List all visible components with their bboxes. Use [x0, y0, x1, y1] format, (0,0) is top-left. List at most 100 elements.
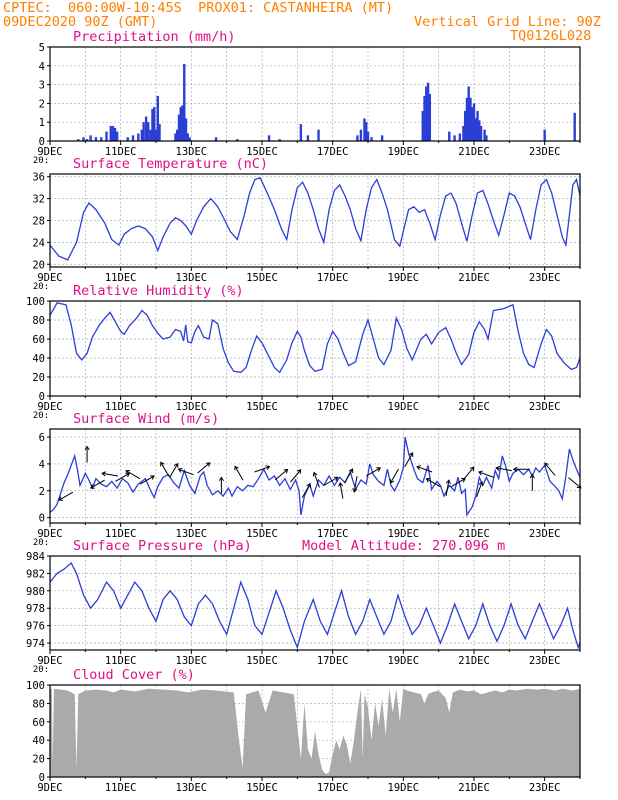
precip-bar	[380, 135, 384, 141]
x-tick-label: 19DEC	[388, 146, 420, 158]
panel-frame	[49, 684, 581, 778]
wind-arrow-head	[478, 481, 484, 486]
precip-bar	[109, 125, 112, 141]
y-tick-label: 32	[32, 194, 45, 206]
wind-arrow	[544, 462, 556, 476]
precip-bar	[359, 129, 363, 141]
y-tick-label: 100	[26, 680, 45, 692]
y-tick-label: 2	[39, 98, 45, 110]
precip-bar	[214, 137, 218, 141]
y-tick-label: 80	[32, 698, 45, 710]
precip-bar	[100, 137, 103, 141]
x-tick-label: 13DEC	[176, 401, 208, 413]
precip-bar	[465, 97, 469, 141]
wind-arrow-head	[445, 479, 451, 485]
x-tick-label: 23DEC	[529, 146, 561, 158]
x-tick-label: 13DEC	[176, 782, 208, 794]
series-line	[49, 436, 581, 517]
x-tick-label: 19DEC	[388, 272, 420, 284]
precip-bar	[153, 107, 156, 141]
precip-bar	[115, 131, 119, 141]
wind-arrow-head	[58, 496, 63, 501]
y-tick-label: 0	[39, 391, 45, 403]
y-tick-label: 0	[39, 513, 45, 525]
y-tick-label: 0	[39, 772, 45, 784]
y-tick-label: 24	[32, 237, 45, 249]
wind-arrow-head	[529, 473, 535, 479]
wind-arrow-head	[234, 465, 239, 471]
panel-3	[47, 300, 581, 400]
panel-1	[47, 46, 581, 145]
wind-arrow	[234, 466, 244, 481]
x-tick-label: 15DEC	[246, 401, 278, 413]
x-tick-label: 17DEC	[317, 528, 349, 540]
y-tick-label: 40	[32, 353, 45, 365]
panel-title: Relative Humidity (%)	[73, 283, 244, 299]
precip-bar	[105, 131, 108, 141]
wind-arrow	[197, 462, 211, 474]
panel-6	[47, 684, 581, 781]
precip-bar	[174, 133, 177, 141]
precip-bar	[356, 135, 359, 141]
x-overlap-label: 20:	[33, 538, 49, 548]
x-tick-label: 17DEC	[317, 401, 349, 413]
panel-5	[47, 555, 581, 654]
wind-arrow-head	[352, 488, 358, 493]
precip-bar	[183, 63, 186, 141]
wind-arrow	[102, 472, 119, 477]
precip-bar	[94, 137, 98, 141]
precip-bar	[137, 133, 140, 141]
wind-arrow-head	[469, 466, 475, 472]
wind-arrow-head	[89, 484, 95, 489]
y-tick-label: 40	[32, 735, 45, 747]
precip-bar	[363, 118, 366, 141]
precip-bar	[366, 131, 370, 141]
wind-arrow-head	[512, 466, 518, 472]
y-tick-label: 100	[26, 296, 45, 308]
precip-bar	[479, 125, 483, 141]
wind-arrow	[344, 468, 353, 484]
wind-arrow-head	[495, 465, 501, 471]
y-tick-label: 20	[32, 372, 45, 384]
precip-bar	[236, 139, 239, 141]
precip-bar	[462, 125, 465, 141]
y-tick-label: 4	[39, 459, 45, 471]
wind-arrow-head	[376, 467, 382, 472]
precip-bar	[126, 137, 129, 141]
precip-bar	[151, 109, 154, 141]
x-tick-label: 9DEC	[37, 272, 62, 284]
cloud-cover-area	[50, 688, 580, 777]
wind-arrow-head	[283, 468, 289, 474]
x-tick-label: 19DEC	[388, 655, 420, 667]
precip-bar	[543, 129, 546, 141]
wind-arrow	[476, 481, 483, 498]
y-tick-label: 980	[26, 586, 45, 598]
x-tick-label: 11DEC	[105, 528, 137, 540]
precip-bar	[458, 133, 462, 141]
x-tick-label: 21DEC	[458, 146, 490, 158]
y-tick-label: 0	[39, 136, 45, 148]
x-tick-label: 11DEC	[105, 401, 137, 413]
precip-bar	[463, 110, 467, 141]
x-tick-label: 21DEC	[458, 655, 490, 667]
x-tick-label: 23DEC	[529, 782, 561, 794]
x-tick-label: 23DEC	[529, 272, 561, 284]
precip-bar	[421, 110, 424, 141]
precip-bar	[82, 137, 85, 141]
wind-arrow-head	[125, 469, 131, 475]
x-tick-label: 21DEC	[458, 782, 490, 794]
wind-arrow-head	[296, 469, 302, 474]
precip-bar	[471, 107, 474, 141]
wind-arrow	[390, 468, 399, 484]
wind-arrow	[404, 452, 414, 468]
precip-bar	[278, 139, 281, 141]
precip-bar	[472, 103, 476, 141]
precip-bar	[158, 124, 161, 141]
y-tick-label: 28	[32, 216, 45, 228]
wind-arrow	[496, 467, 512, 472]
header-model-id: TQ0126L028	[510, 28, 592, 44]
x-tick-label: 11DEC	[105, 782, 137, 794]
wind-arrow-head	[333, 476, 339, 482]
wind-arrow-head	[348, 468, 354, 474]
